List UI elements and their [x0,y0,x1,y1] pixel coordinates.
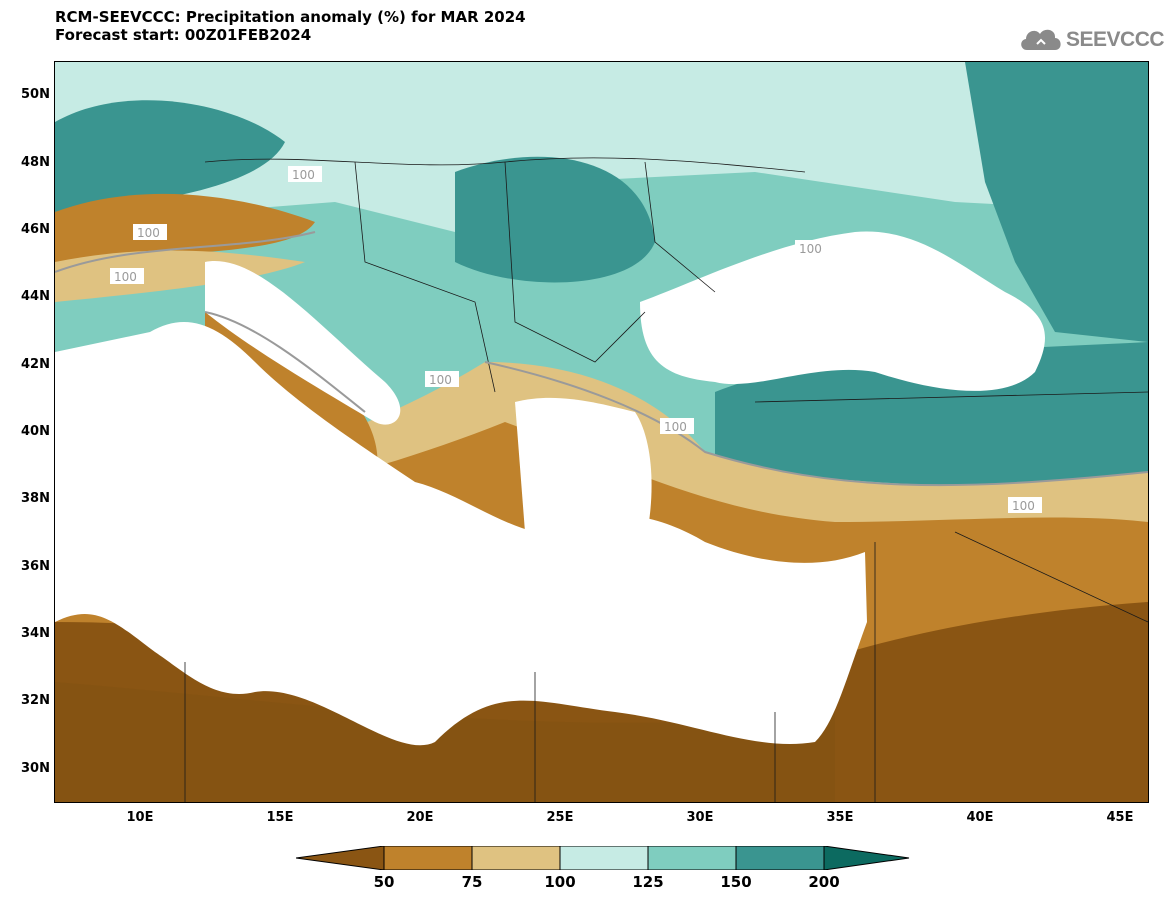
cloud-icon [1021,29,1061,50]
lat-tick-label: 46N [21,222,50,237]
alps-mid-band [55,250,305,302]
lon-tick-label: 15E [266,810,294,825]
contour-label: 100 [429,373,452,387]
lat-tick-label: 44N [21,289,50,304]
precipitation-anomaly-map: 100 100 100 100 100 100 100 [55,62,1148,802]
colorbar-segment [735,846,825,870]
lat-tick-label: 42N [21,357,50,372]
aegean-sea [515,397,652,549]
title-line-1: RCM-SEEVCCC: Precipitation anomaly (%) f… [55,8,526,26]
contour-label: 100 [114,270,137,284]
colorbar-label: 50 [373,873,395,891]
anatolia-dark [715,342,1148,486]
colorbar [296,846,910,870]
colorbar-segment [471,846,561,870]
contour-100-lines [55,231,1148,487]
colorbar-label: 200 [808,873,840,891]
colorbar-label: 150 [720,873,752,891]
seevccc-logo: SEEVCCC [1017,22,1165,56]
contour-label: 100 [1012,499,1035,513]
lat-tick-label: 36N [21,559,50,574]
lat-tick-label: 40N [21,424,50,439]
black-sea [640,231,1045,391]
hungary-romania-dark [455,156,655,283]
lat-tick-label: 50N [21,87,50,102]
colorbar-label: 100 [544,873,576,891]
contour-labels: 100 100 100 100 100 100 100 [110,166,1042,513]
colorbar-label: 75 [461,873,483,891]
lon-tick-label: 30E [686,810,714,825]
title-line-2: Forecast start: 00Z01FEB2024 [55,26,312,44]
map-title: RCM-SEEVCCC: Precipitation anomaly (%) f… [55,8,526,44]
northeast-dark [965,62,1148,342]
alps-dark [55,100,285,212]
country-borders [184,157,1148,802]
contour-label: 100 [664,420,687,434]
colorbar-segment [383,846,473,870]
lat-tick-label: 48N [21,155,50,170]
lat-tick-label: 34N [21,626,50,641]
contour-label: 100 [292,168,315,182]
lon-tick-label: 45E [1106,810,1134,825]
adriatic-sea [205,261,401,425]
colorbar-segment [647,846,737,870]
northern-region-light [55,62,1148,232]
lon-tick-label: 35E [826,810,854,825]
lat-tick-label: 30N [21,761,50,776]
egypt-libya-low [55,682,835,802]
contour-label: 100 [799,242,822,256]
lat-tick-label: 38N [21,491,50,506]
colorbar-segment [559,846,649,870]
colorbar-segment-high [823,846,910,870]
contour-label: 100 [137,226,160,240]
colorbar-segment-low [296,846,385,870]
lat-tick-label: 32N [21,693,50,708]
alps-dry-band [55,193,315,262]
lon-tick-label: 20E [406,810,434,825]
lon-tick-label: 25E [546,810,574,825]
mediterranean-sea [55,322,867,746]
lon-tick-label: 10E [126,810,154,825]
colorbar-label: 125 [632,873,664,891]
logo-text: SEEVCCC [1066,28,1165,51]
lon-tick-label: 40E [966,810,994,825]
